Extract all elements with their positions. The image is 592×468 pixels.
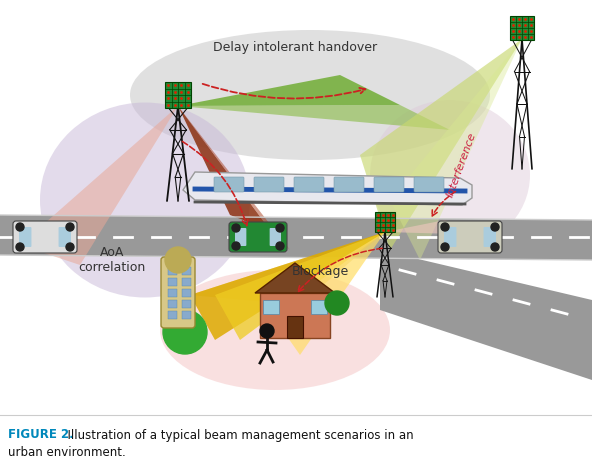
FancyBboxPatch shape <box>235 228 246 246</box>
Text: Illustration of a typical beam management scenarios in an: Illustration of a typical beam managemen… <box>60 429 414 441</box>
FancyBboxPatch shape <box>161 257 195 328</box>
Polygon shape <box>360 39 522 250</box>
FancyBboxPatch shape <box>182 300 191 308</box>
Circle shape <box>66 223 74 231</box>
Circle shape <box>276 224 284 232</box>
FancyBboxPatch shape <box>263 300 279 314</box>
FancyBboxPatch shape <box>269 228 281 246</box>
FancyBboxPatch shape <box>19 227 31 247</box>
FancyBboxPatch shape <box>444 227 456 247</box>
FancyBboxPatch shape <box>165 82 191 108</box>
Circle shape <box>491 223 499 231</box>
Polygon shape <box>255 263 335 293</box>
FancyBboxPatch shape <box>214 177 244 192</box>
Text: Interference: Interference <box>446 131 478 199</box>
Circle shape <box>232 224 240 232</box>
Circle shape <box>165 247 191 273</box>
Polygon shape <box>183 172 472 205</box>
FancyBboxPatch shape <box>168 300 177 308</box>
FancyBboxPatch shape <box>254 177 284 192</box>
FancyBboxPatch shape <box>311 300 327 314</box>
FancyBboxPatch shape <box>182 278 191 286</box>
Text: Delay intolerant handover: Delay intolerant handover <box>213 42 377 54</box>
Text: FIGURE 2.: FIGURE 2. <box>8 429 74 441</box>
Circle shape <box>66 243 74 251</box>
Polygon shape <box>215 232 385 340</box>
FancyBboxPatch shape <box>168 289 177 297</box>
Text: AoA
correlation: AoA correlation <box>78 246 146 274</box>
Circle shape <box>276 242 284 250</box>
Polygon shape <box>178 106 290 250</box>
Text: Blockage: Blockage <box>291 265 349 278</box>
FancyBboxPatch shape <box>484 227 496 247</box>
FancyBboxPatch shape <box>182 311 191 319</box>
FancyBboxPatch shape <box>334 177 364 192</box>
Polygon shape <box>20 106 178 265</box>
FancyBboxPatch shape <box>510 16 534 40</box>
Circle shape <box>441 223 449 231</box>
FancyBboxPatch shape <box>13 221 77 253</box>
Polygon shape <box>390 39 522 260</box>
Ellipse shape <box>370 100 530 250</box>
Circle shape <box>16 223 24 231</box>
Polygon shape <box>190 232 385 305</box>
Circle shape <box>325 291 349 315</box>
FancyBboxPatch shape <box>59 227 71 247</box>
Circle shape <box>232 242 240 250</box>
FancyBboxPatch shape <box>414 177 444 192</box>
Circle shape <box>163 310 207 354</box>
FancyBboxPatch shape <box>287 316 303 338</box>
Text: urban environment.: urban environment. <box>8 446 126 459</box>
FancyBboxPatch shape <box>260 293 330 338</box>
FancyBboxPatch shape <box>375 212 395 232</box>
Polygon shape <box>178 105 450 130</box>
Circle shape <box>16 243 24 251</box>
Polygon shape <box>385 220 490 235</box>
FancyBboxPatch shape <box>438 221 502 253</box>
Circle shape <box>491 243 499 251</box>
Polygon shape <box>190 232 385 340</box>
Ellipse shape <box>160 270 390 390</box>
FancyBboxPatch shape <box>168 267 177 275</box>
Circle shape <box>260 324 274 338</box>
FancyBboxPatch shape <box>168 311 177 319</box>
Polygon shape <box>178 106 270 230</box>
FancyBboxPatch shape <box>168 278 177 286</box>
Polygon shape <box>380 250 592 380</box>
FancyBboxPatch shape <box>229 222 287 252</box>
Polygon shape <box>265 232 385 355</box>
FancyBboxPatch shape <box>374 177 404 192</box>
FancyBboxPatch shape <box>182 289 191 297</box>
Polygon shape <box>0 215 592 260</box>
Circle shape <box>441 243 449 251</box>
Ellipse shape <box>130 30 490 160</box>
Polygon shape <box>178 75 400 106</box>
FancyBboxPatch shape <box>182 267 191 275</box>
Ellipse shape <box>40 102 250 298</box>
FancyBboxPatch shape <box>294 177 324 192</box>
